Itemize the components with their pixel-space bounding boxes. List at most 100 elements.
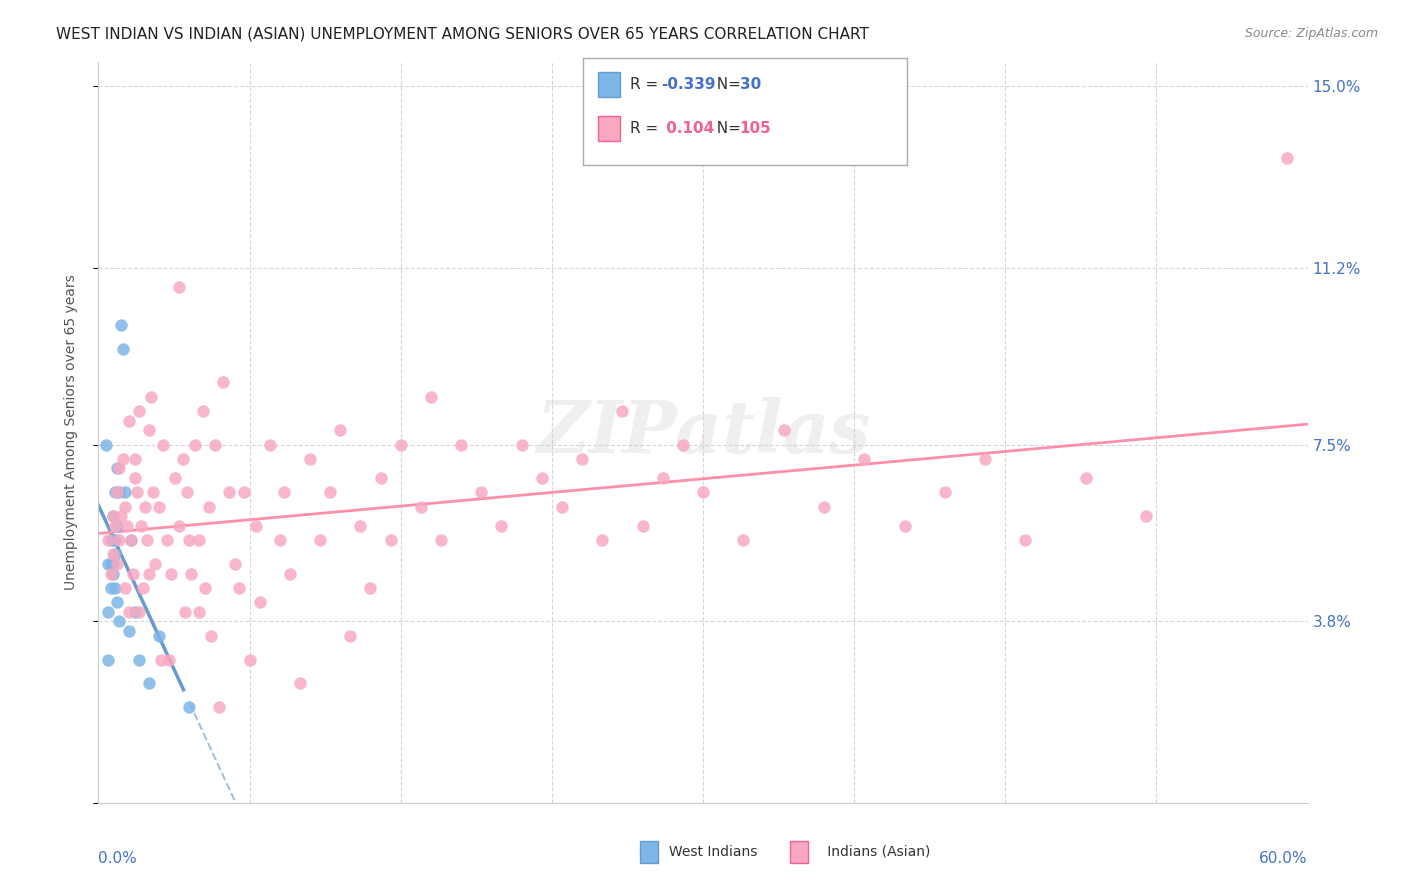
Point bbox=[132, 581, 155, 595]
Point bbox=[107, 461, 129, 475]
Point bbox=[138, 423, 160, 437]
Point bbox=[107, 615, 129, 629]
Point bbox=[157, 652, 180, 666]
Point bbox=[107, 533, 129, 547]
Point bbox=[733, 533, 755, 547]
Point bbox=[139, 390, 162, 404]
Point bbox=[110, 509, 132, 524]
Point bbox=[167, 280, 190, 294]
Point bbox=[128, 605, 150, 619]
Point bbox=[249, 595, 271, 609]
Point bbox=[612, 404, 634, 418]
Point bbox=[129, 518, 152, 533]
Point bbox=[156, 533, 179, 547]
Point bbox=[174, 605, 197, 619]
Point bbox=[224, 557, 246, 571]
Point bbox=[115, 518, 138, 533]
Point bbox=[100, 566, 122, 581]
Point bbox=[114, 500, 136, 514]
Text: 30: 30 bbox=[740, 77, 761, 92]
Point bbox=[349, 518, 371, 533]
Point bbox=[128, 404, 150, 418]
Point bbox=[100, 557, 122, 571]
Text: N=: N= bbox=[707, 77, 747, 92]
Point bbox=[103, 581, 125, 595]
Point bbox=[97, 652, 120, 666]
Text: 0.104: 0.104 bbox=[661, 121, 714, 136]
Point bbox=[208, 700, 231, 714]
Point bbox=[269, 533, 291, 547]
Point bbox=[179, 533, 201, 547]
Point bbox=[530, 471, 553, 485]
Point bbox=[591, 533, 613, 547]
Point bbox=[103, 518, 125, 533]
Point bbox=[409, 500, 432, 514]
Point bbox=[339, 629, 361, 643]
Text: 105: 105 bbox=[740, 121, 772, 136]
Point bbox=[491, 518, 513, 533]
Point bbox=[97, 557, 120, 571]
Point bbox=[204, 437, 226, 451]
Point bbox=[571, 451, 593, 466]
Point bbox=[149, 652, 172, 666]
Point bbox=[103, 533, 125, 547]
Point bbox=[420, 390, 443, 404]
Point bbox=[142, 485, 165, 500]
Point bbox=[194, 581, 217, 595]
Text: 0.0%: 0.0% bbox=[98, 851, 138, 866]
Point bbox=[218, 485, 240, 500]
Text: ZIPatlas: ZIPatlas bbox=[536, 397, 870, 468]
Point bbox=[167, 518, 190, 533]
Point bbox=[101, 557, 124, 571]
Point bbox=[118, 414, 141, 428]
Point bbox=[273, 485, 295, 500]
Point bbox=[188, 533, 211, 547]
Point bbox=[124, 605, 146, 619]
Text: West Indians: West Indians bbox=[647, 845, 758, 859]
Point bbox=[97, 533, 120, 547]
Text: Source: ZipAtlas.com: Source: ZipAtlas.com bbox=[1244, 27, 1378, 40]
Point bbox=[430, 533, 453, 547]
Point bbox=[138, 676, 160, 690]
Point bbox=[631, 518, 654, 533]
Point bbox=[319, 485, 342, 500]
Point bbox=[120, 533, 142, 547]
Point bbox=[470, 485, 492, 500]
Point bbox=[105, 595, 128, 609]
Point bbox=[329, 423, 352, 437]
Point bbox=[111, 451, 134, 466]
Point bbox=[1014, 533, 1036, 547]
Point bbox=[179, 700, 201, 714]
Point bbox=[692, 485, 714, 500]
Point bbox=[125, 485, 148, 500]
Point bbox=[148, 629, 170, 643]
Point bbox=[143, 557, 166, 571]
Point bbox=[101, 509, 124, 524]
Point bbox=[124, 451, 146, 466]
Point bbox=[114, 485, 136, 500]
Point bbox=[893, 518, 915, 533]
Text: Indians (Asian): Indians (Asian) bbox=[801, 845, 931, 859]
Point bbox=[198, 500, 221, 514]
Point bbox=[184, 437, 207, 451]
Point bbox=[163, 471, 186, 485]
Point bbox=[118, 624, 141, 638]
Point bbox=[228, 581, 250, 595]
Point bbox=[934, 485, 956, 500]
Point bbox=[232, 485, 254, 500]
Point bbox=[259, 437, 281, 451]
Point bbox=[101, 509, 124, 524]
Point bbox=[101, 566, 124, 581]
Point bbox=[551, 500, 574, 514]
Point bbox=[380, 533, 402, 547]
Point bbox=[103, 485, 125, 500]
Point bbox=[672, 437, 695, 451]
Point bbox=[121, 566, 143, 581]
Text: R =: R = bbox=[630, 121, 664, 136]
Text: WEST INDIAN VS INDIAN (ASIAN) UNEMPLOYMENT AMONG SENIORS OVER 65 YEARS CORRELATI: WEST INDIAN VS INDIAN (ASIAN) UNEMPLOYME… bbox=[56, 27, 869, 42]
Point bbox=[148, 500, 170, 514]
Point bbox=[134, 500, 156, 514]
Point bbox=[97, 605, 120, 619]
Point bbox=[772, 423, 794, 437]
Point bbox=[188, 605, 211, 619]
